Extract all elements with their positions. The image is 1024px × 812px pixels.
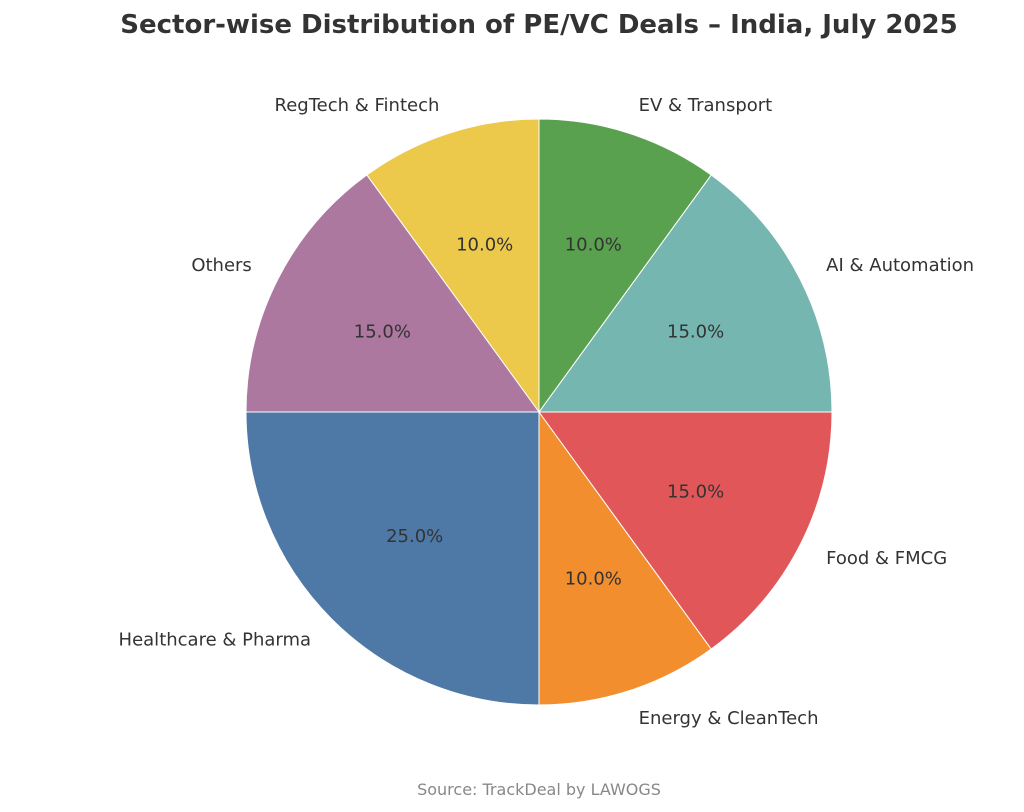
chart-title: Sector-wise Distribution of PE/VC Deals … bbox=[120, 10, 957, 40]
category-label-regtech-and-fintech: RegTech & Fintech bbox=[275, 95, 440, 116]
category-label-energy-and-cleantech: Energy & CleanTech bbox=[639, 708, 819, 729]
category-labels: RegTech & Fintech Others Healthcare & Phar… bbox=[119, 95, 975, 729]
pie-slice-food-and-fmcg bbox=[538, 411, 833, 650]
pie-slice-energy-and-cleantech bbox=[538, 410, 712, 706]
pct-label-healthcare-and-pharma: 25.0% bbox=[386, 526, 443, 547]
category-label-food-and-fmcg: Food & FMCG bbox=[826, 548, 947, 569]
pct-label-ev-and-transport: 10.0% bbox=[565, 234, 622, 255]
pct-label-regtech-and-fintech: 10.0% bbox=[456, 234, 513, 255]
pie-slice-others bbox=[245, 174, 540, 413]
percent-labels: 10.0% 15.0% 25.0% 10.0% 15.0% 15.0% 10.0% bbox=[354, 234, 724, 589]
category-label-ev-and-transport: EV & Transport bbox=[639, 95, 773, 116]
pct-label-ai-and-automation: 15.0% bbox=[667, 322, 724, 343]
source-note: Source: TrackDeal by LAWOGS bbox=[417, 780, 661, 799]
pie-slice-regtech-and-fintech bbox=[366, 118, 540, 414]
pie-slice-healthcare-and-pharma bbox=[245, 411, 540, 706]
pie-slice-ai-and-automation bbox=[538, 174, 833, 413]
category-label-healthcare-and-pharma: Healthcare & Pharma bbox=[119, 629, 312, 650]
category-label-others: Others bbox=[191, 255, 252, 276]
pct-label-energy-and-cleantech: 10.0% bbox=[565, 569, 622, 590]
pie-slices bbox=[245, 118, 833, 706]
category-label-ai-and-automation: AI & Automation bbox=[826, 255, 974, 276]
pct-label-others: 15.0% bbox=[354, 322, 411, 343]
pct-label-food-and-fmcg: 15.0% bbox=[667, 481, 724, 502]
pie-slice-ev-and-transport bbox=[538, 118, 712, 414]
